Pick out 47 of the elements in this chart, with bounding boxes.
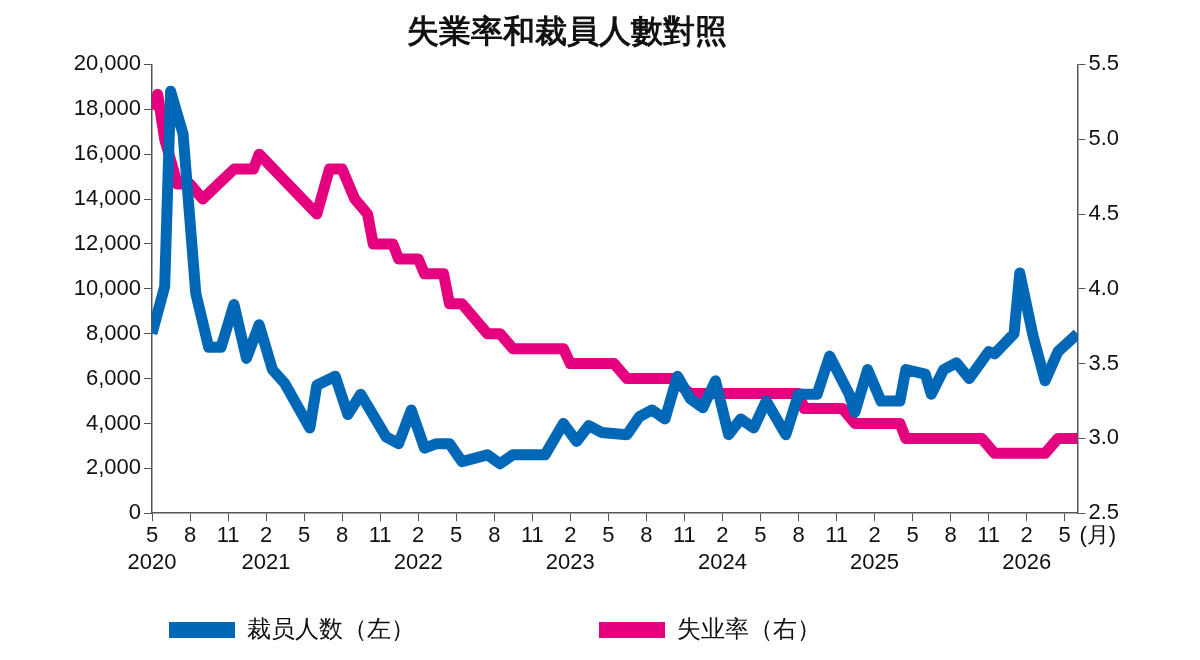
y-tick-label: 10,000: [73, 274, 141, 300]
x-tick-label: 8: [336, 522, 349, 548]
y-tick-label: 14,000: [73, 185, 141, 211]
x-tick-label: 2 2022: [393, 522, 443, 574]
x-tick-label: 11: [216, 522, 240, 548]
x-tick-label: 8: [792, 522, 805, 548]
x-tick-label: 8: [488, 522, 501, 548]
x-tick-label: 8: [944, 522, 957, 548]
y-tick-label: 8,000: [85, 319, 141, 345]
y-tick-label: 0: [128, 499, 141, 525]
y-tick-label: 6,000: [85, 364, 141, 390]
x-tick-label: 11: [673, 522, 696, 548]
x-tick-label: 5 2020: [127, 522, 177, 574]
y2-tick-label: 4.5: [1088, 200, 1120, 226]
x-tick-label: 5: [450, 522, 463, 548]
x-tick-label: 5: [906, 522, 919, 548]
x-tick-label: 5: [298, 522, 311, 548]
y2-tick-label: 3.0: [1088, 424, 1120, 450]
x-tick-label: 2 2023: [545, 522, 595, 574]
y-tick-label: 20,000: [73, 50, 141, 76]
legend-label: 裁员人数（左）: [247, 614, 559, 642]
x-tick-label: 8: [183, 522, 197, 548]
x-tick-label: 11: [977, 522, 1001, 548]
x-tick-label: 8: [640, 522, 653, 548]
y2-tick-label: 4.0: [1088, 274, 1120, 300]
x-tick-label: 2 2026: [1002, 522, 1052, 574]
y-tick-label: 2,000: [85, 454, 141, 480]
x-tick-label: 2 2025: [850, 522, 900, 574]
x-tick-label: 5: [754, 522, 767, 548]
y-tick-label: 18,000: [73, 95, 141, 121]
y-tick-label: 16,000: [73, 140, 141, 166]
y2-tick-label: 5.5: [1088, 50, 1120, 76]
x-tick-label: 5: [602, 522, 615, 548]
y-tick-label: 4,000: [85, 409, 141, 435]
x-axis-title: (月): [1079, 522, 1117, 548]
x-tick-label: 5: [1058, 522, 1071, 548]
y-tick-label: 12,000: [73, 229, 141, 255]
y2-tick-label: 2.5: [1088, 499, 1120, 525]
legend-label: 失业率（右）: [677, 614, 965, 642]
x-tick-label: 11: [368, 522, 392, 548]
x-tick-label: 11: [520, 522, 544, 548]
chart-title: 失業率和裁員人數對照: [407, 13, 727, 50]
y2-tick-label: 3.5: [1088, 349, 1120, 375]
x-tick-label: 2 2021: [241, 522, 291, 574]
x-tick-label: 11: [825, 522, 848, 548]
y2-tick-label: 5.0: [1088, 125, 1120, 151]
x-tick-label: 2 2024: [697, 522, 747, 574]
